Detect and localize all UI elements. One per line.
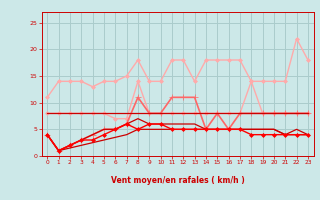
X-axis label: Vent moyen/en rafales ( km/h ): Vent moyen/en rafales ( km/h ) [111,176,244,185]
